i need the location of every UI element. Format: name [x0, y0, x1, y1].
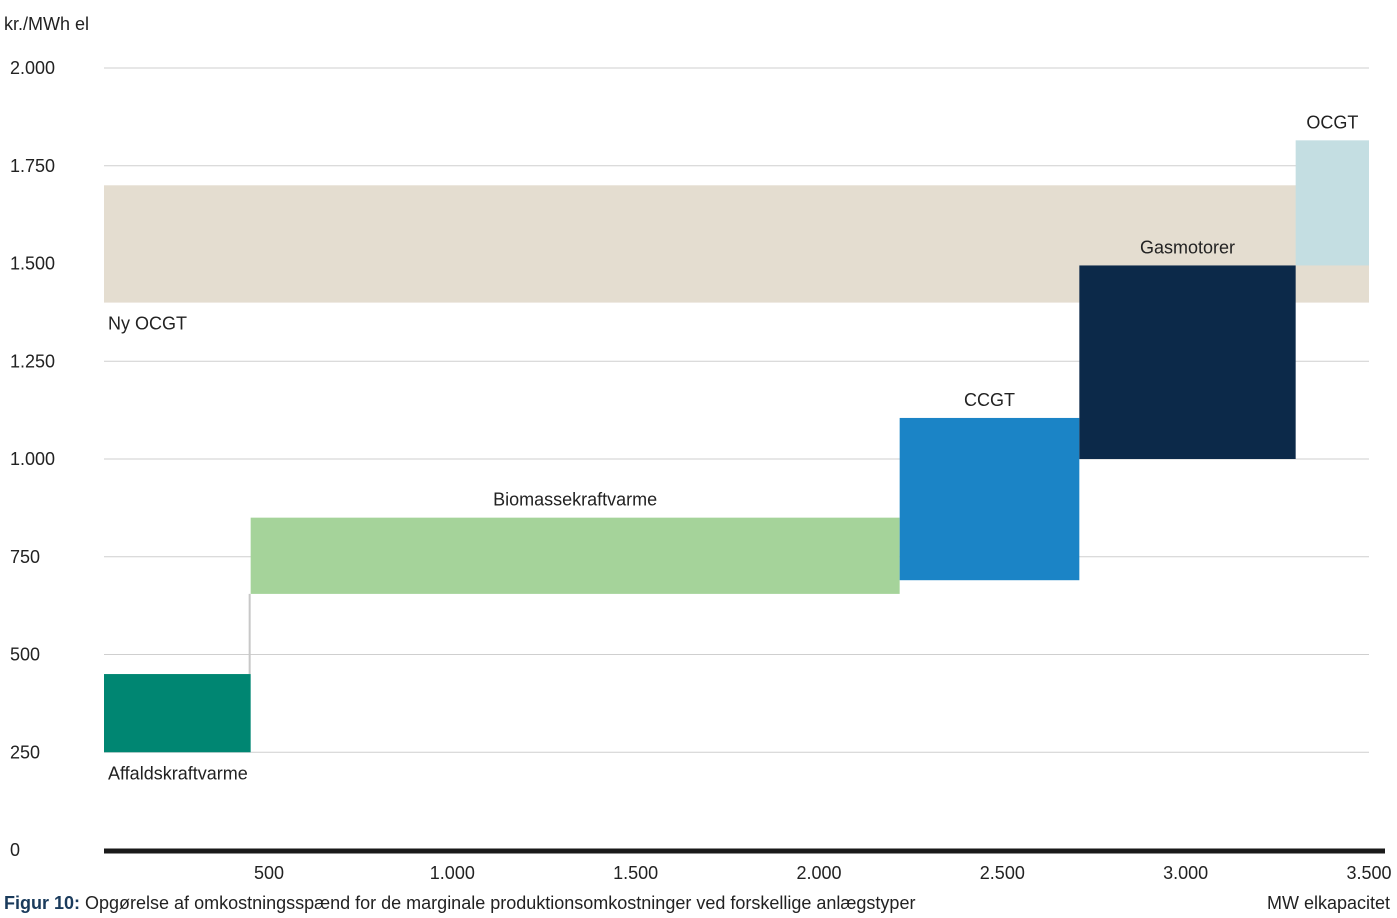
y-tick-label: 0	[10, 840, 20, 860]
x-tick-label: 3.500	[1346, 863, 1391, 883]
y-axis-title: kr./MWh el	[4, 14, 89, 34]
figure-caption-text: Opgørelse af omkostningsspænd for de mar…	[80, 893, 916, 913]
bar-gasmotorer	[1079, 265, 1296, 459]
series-label-affaldskraftvarme: Affaldskraftvarme	[108, 763, 248, 783]
y-tick-label: 2.000	[10, 58, 55, 78]
series-label-ccgt: CCGT	[964, 390, 1015, 410]
bar-affaldskraftvarme	[104, 674, 251, 753]
y-tick-label: 1.500	[10, 254, 55, 274]
figure-caption: Figur 10: Opgørelse af omkostningsspænd …	[4, 893, 915, 914]
x-tick-label: 500	[254, 863, 284, 883]
x-tick-label: 2.500	[980, 863, 1025, 883]
y-tick-label: 500	[10, 645, 40, 665]
y-axis-tick-labels: 0 250 500 750 1.000 1.250 1.500 1.750 2.000	[10, 58, 55, 860]
figure-caption-label: Figur 10:	[4, 893, 81, 913]
series-labels: Ny OCGT Affaldskraftvarme Biomassekraftvar…	[108, 112, 1358, 783]
x-tick-label: 1.000	[430, 863, 475, 883]
series-label-ny-ocgt: Ny OCGT	[108, 314, 187, 334]
y-tick-label: 1.750	[10, 156, 55, 176]
y-tick-label: 750	[10, 547, 40, 567]
series-label-ocgt: OCGT	[1306, 112, 1358, 132]
y-tick-label: 1.250	[10, 351, 55, 371]
y-tick-label: 1.000	[10, 449, 55, 469]
y-tick-label: 250	[10, 742, 40, 762]
x-axis-title: MW elkapacitet	[1267, 893, 1390, 913]
bar-ocgt	[1295, 140, 1369, 266]
bar-biomassekraftvarme	[250, 517, 900, 594]
bar-ccgt	[899, 417, 1080, 581]
series-label-biomassekraftvarme: Biomassekraftvarme	[493, 490, 657, 510]
cost-range-bars	[104, 140, 1369, 753]
x-tick-label: 2.000	[796, 863, 841, 883]
series-label-gasmotorer: Gasmotorer	[1140, 237, 1235, 257]
x-tick-label: 3.000	[1163, 863, 1208, 883]
x-tick-label: 1.500	[613, 863, 658, 883]
x-axis-tick-labels: 500 1.000 1.500 2.000 2.500 3.000 3.500	[254, 863, 1392, 883]
